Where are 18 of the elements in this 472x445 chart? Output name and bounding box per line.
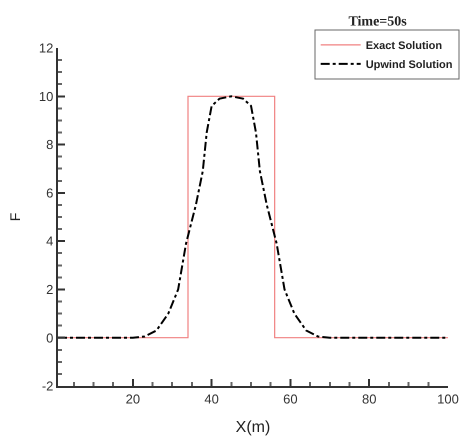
x-tick-label: 100 xyxy=(437,392,459,407)
y-tick-label: 12 xyxy=(38,40,54,56)
x-tick-label: 60 xyxy=(283,392,298,407)
y-tick-label: 8 xyxy=(46,137,54,152)
y-tick-label: 4 xyxy=(46,234,54,249)
y-tick-label: 2 xyxy=(46,282,54,297)
x-tick-label: 80 xyxy=(362,392,376,407)
legend-label: Upwind Solution xyxy=(366,59,453,72)
x-tick-label: 40 xyxy=(204,392,219,407)
y-tick-label: 10 xyxy=(38,88,54,104)
y-tick-label: -2 xyxy=(42,378,54,394)
x-axis-title: X(m) xyxy=(236,418,270,436)
y-tick-label: 0 xyxy=(46,330,54,346)
chart-title: Time=50s xyxy=(348,14,408,30)
legend-label: Exact Solution xyxy=(366,40,442,52)
y-axis-title: F xyxy=(7,212,24,222)
y-tick-label: 6 xyxy=(46,185,54,200)
x-tick-label: 20 xyxy=(126,392,140,407)
